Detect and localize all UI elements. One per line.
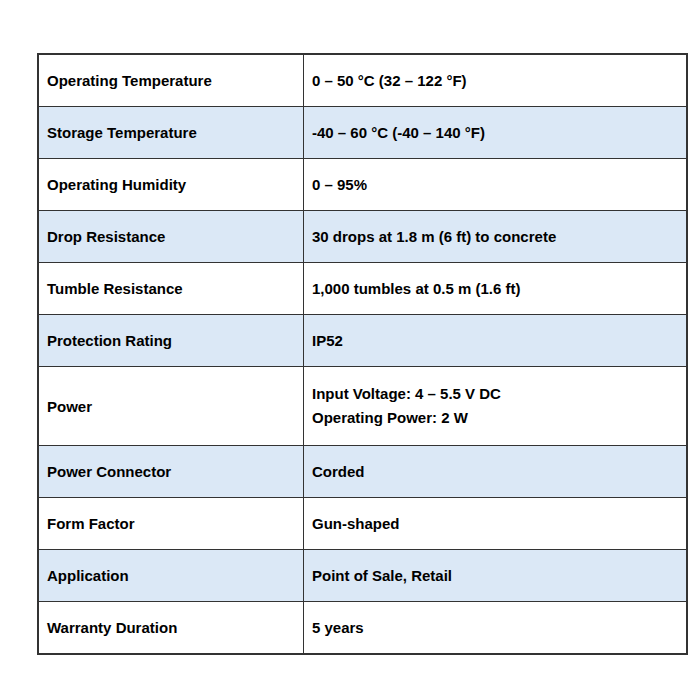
spec-label: Warranty Duration bbox=[38, 602, 304, 655]
spec-label: Power Connector bbox=[38, 446, 304, 498]
table-row: Operating Temperature 0 – 50 °C (32 – 12… bbox=[38, 54, 687, 107]
spec-label: Power bbox=[38, 367, 304, 446]
spec-value: 30 drops at 1.8 m (6 ft) to concrete bbox=[304, 211, 688, 263]
table-row: Operating Humidity 0 – 95% bbox=[38, 159, 687, 211]
spec-value: Gun-shaped bbox=[304, 498, 688, 550]
spec-value: Point of Sale, Retail bbox=[304, 550, 688, 602]
spec-value: 0 – 95% bbox=[304, 159, 688, 211]
spec-table: Operating Temperature 0 – 50 °C (32 – 12… bbox=[37, 53, 688, 655]
spec-label: Protection Rating bbox=[38, 315, 304, 367]
spec-label: Tumble Resistance bbox=[38, 263, 304, 315]
spec-value: 1,000 tumbles at 0.5 m (1.6 ft) bbox=[304, 263, 688, 315]
table-row: Tumble Resistance 1,000 tumbles at 0.5 m… bbox=[38, 263, 687, 315]
spec-label: Operating Temperature bbox=[38, 54, 304, 107]
spec-value: 0 – 50 °C (32 – 122 °F) bbox=[304, 54, 688, 107]
spec-label: Form Factor bbox=[38, 498, 304, 550]
spec-label: Application bbox=[38, 550, 304, 602]
table-row: Drop Resistance 30 drops at 1.8 m (6 ft)… bbox=[38, 211, 687, 263]
table-row: Application Point of Sale, Retail bbox=[38, 550, 687, 602]
spec-value: Corded bbox=[304, 446, 688, 498]
spec-table-container: Operating Temperature 0 – 50 °C (32 – 12… bbox=[37, 53, 688, 655]
spec-label: Operating Humidity bbox=[38, 159, 304, 211]
spec-value: -40 – 60 °C (-40 – 140 °F) bbox=[304, 107, 688, 159]
table-row: Power Input Voltage: 4 – 5.5 V DC Operat… bbox=[38, 367, 687, 446]
table-row: Warranty Duration 5 years bbox=[38, 602, 687, 655]
spec-label: Drop Resistance bbox=[38, 211, 304, 263]
spec-value: IP52 bbox=[304, 315, 688, 367]
table-row: Form Factor Gun-shaped bbox=[38, 498, 687, 550]
spec-value: Input Voltage: 4 – 5.5 V DC Operating Po… bbox=[304, 367, 688, 446]
table-row: Storage Temperature -40 – 60 °C (-40 – 1… bbox=[38, 107, 687, 159]
spec-label: Storage Temperature bbox=[38, 107, 304, 159]
table-row: Protection Rating IP52 bbox=[38, 315, 687, 367]
table-row: Power Connector Corded bbox=[38, 446, 687, 498]
spec-value: 5 years bbox=[304, 602, 688, 655]
